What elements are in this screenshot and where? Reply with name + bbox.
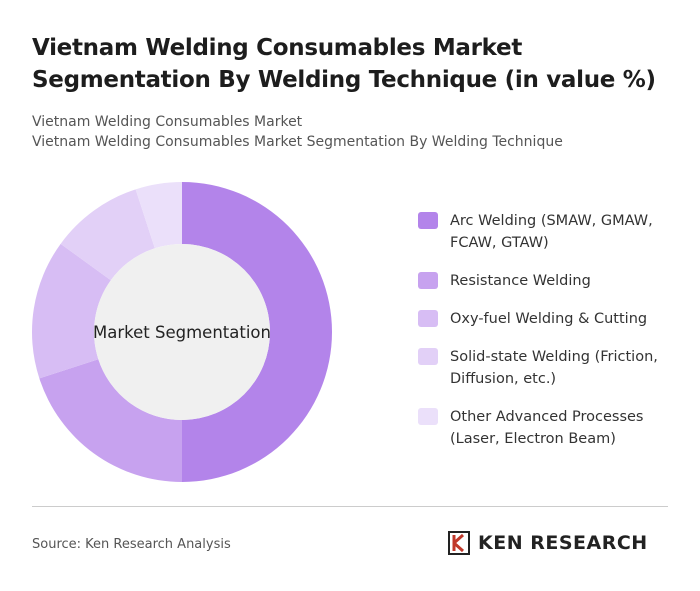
legend-label: Solid-state Welding (Friction, Diffusion… bbox=[450, 349, 658, 387]
donut-slice bbox=[182, 182, 332, 482]
legend-item: Other Advanced Processes (Laser, Electro… bbox=[418, 406, 668, 450]
legend-label: Other Advanced Processes (Laser, Electro… bbox=[450, 409, 644, 447]
legend-label: Oxy-fuel Welding & Cutting bbox=[450, 311, 648, 327]
legend-item: Resistance Welding bbox=[418, 270, 668, 292]
subtitle: Vietnam Welding Consumables Market Segme… bbox=[32, 134, 563, 150]
chart-title: Vietnam Welding Consumables Market Segme… bbox=[32, 35, 656, 93]
legend-label: Arc Welding (SMAW, GMAW, FCAW, GTAW) bbox=[450, 213, 653, 251]
logo-icon bbox=[448, 531, 470, 555]
donut-slice bbox=[32, 243, 111, 379]
donut-slice bbox=[60, 189, 155, 281]
legend-item: Solid-state Welding (Friction, Diffusion… bbox=[418, 346, 668, 390]
center-label: Market Segmentation bbox=[93, 323, 271, 342]
legend-swatch bbox=[418, 212, 438, 229]
donut-hole bbox=[94, 244, 270, 420]
legend: Arc Welding (SMAW, GMAW, FCAW, GTAW) Resi… bbox=[418, 210, 668, 466]
subtitle: Vietnam Welding Consumables Market bbox=[32, 114, 303, 130]
legend-swatch bbox=[418, 272, 438, 289]
legend-item: Arc Welding (SMAW, GMAW, FCAW, GTAW) bbox=[418, 210, 668, 254]
donut-chart: Market Segmentation bbox=[32, 182, 332, 482]
legend-item: Oxy-fuel Welding & Cutting bbox=[418, 308, 668, 330]
donut-slice bbox=[135, 182, 182, 249]
divider bbox=[32, 506, 668, 507]
donut-slice bbox=[39, 359, 182, 482]
legend-swatch bbox=[418, 408, 438, 425]
legend-label: Resistance Welding bbox=[450, 273, 591, 289]
brand: KEN RESEARCH bbox=[478, 532, 648, 554]
source: Source: Ken Research Analysis bbox=[32, 537, 231, 552]
legend-swatch bbox=[418, 310, 438, 327]
legend-swatch bbox=[418, 348, 438, 365]
